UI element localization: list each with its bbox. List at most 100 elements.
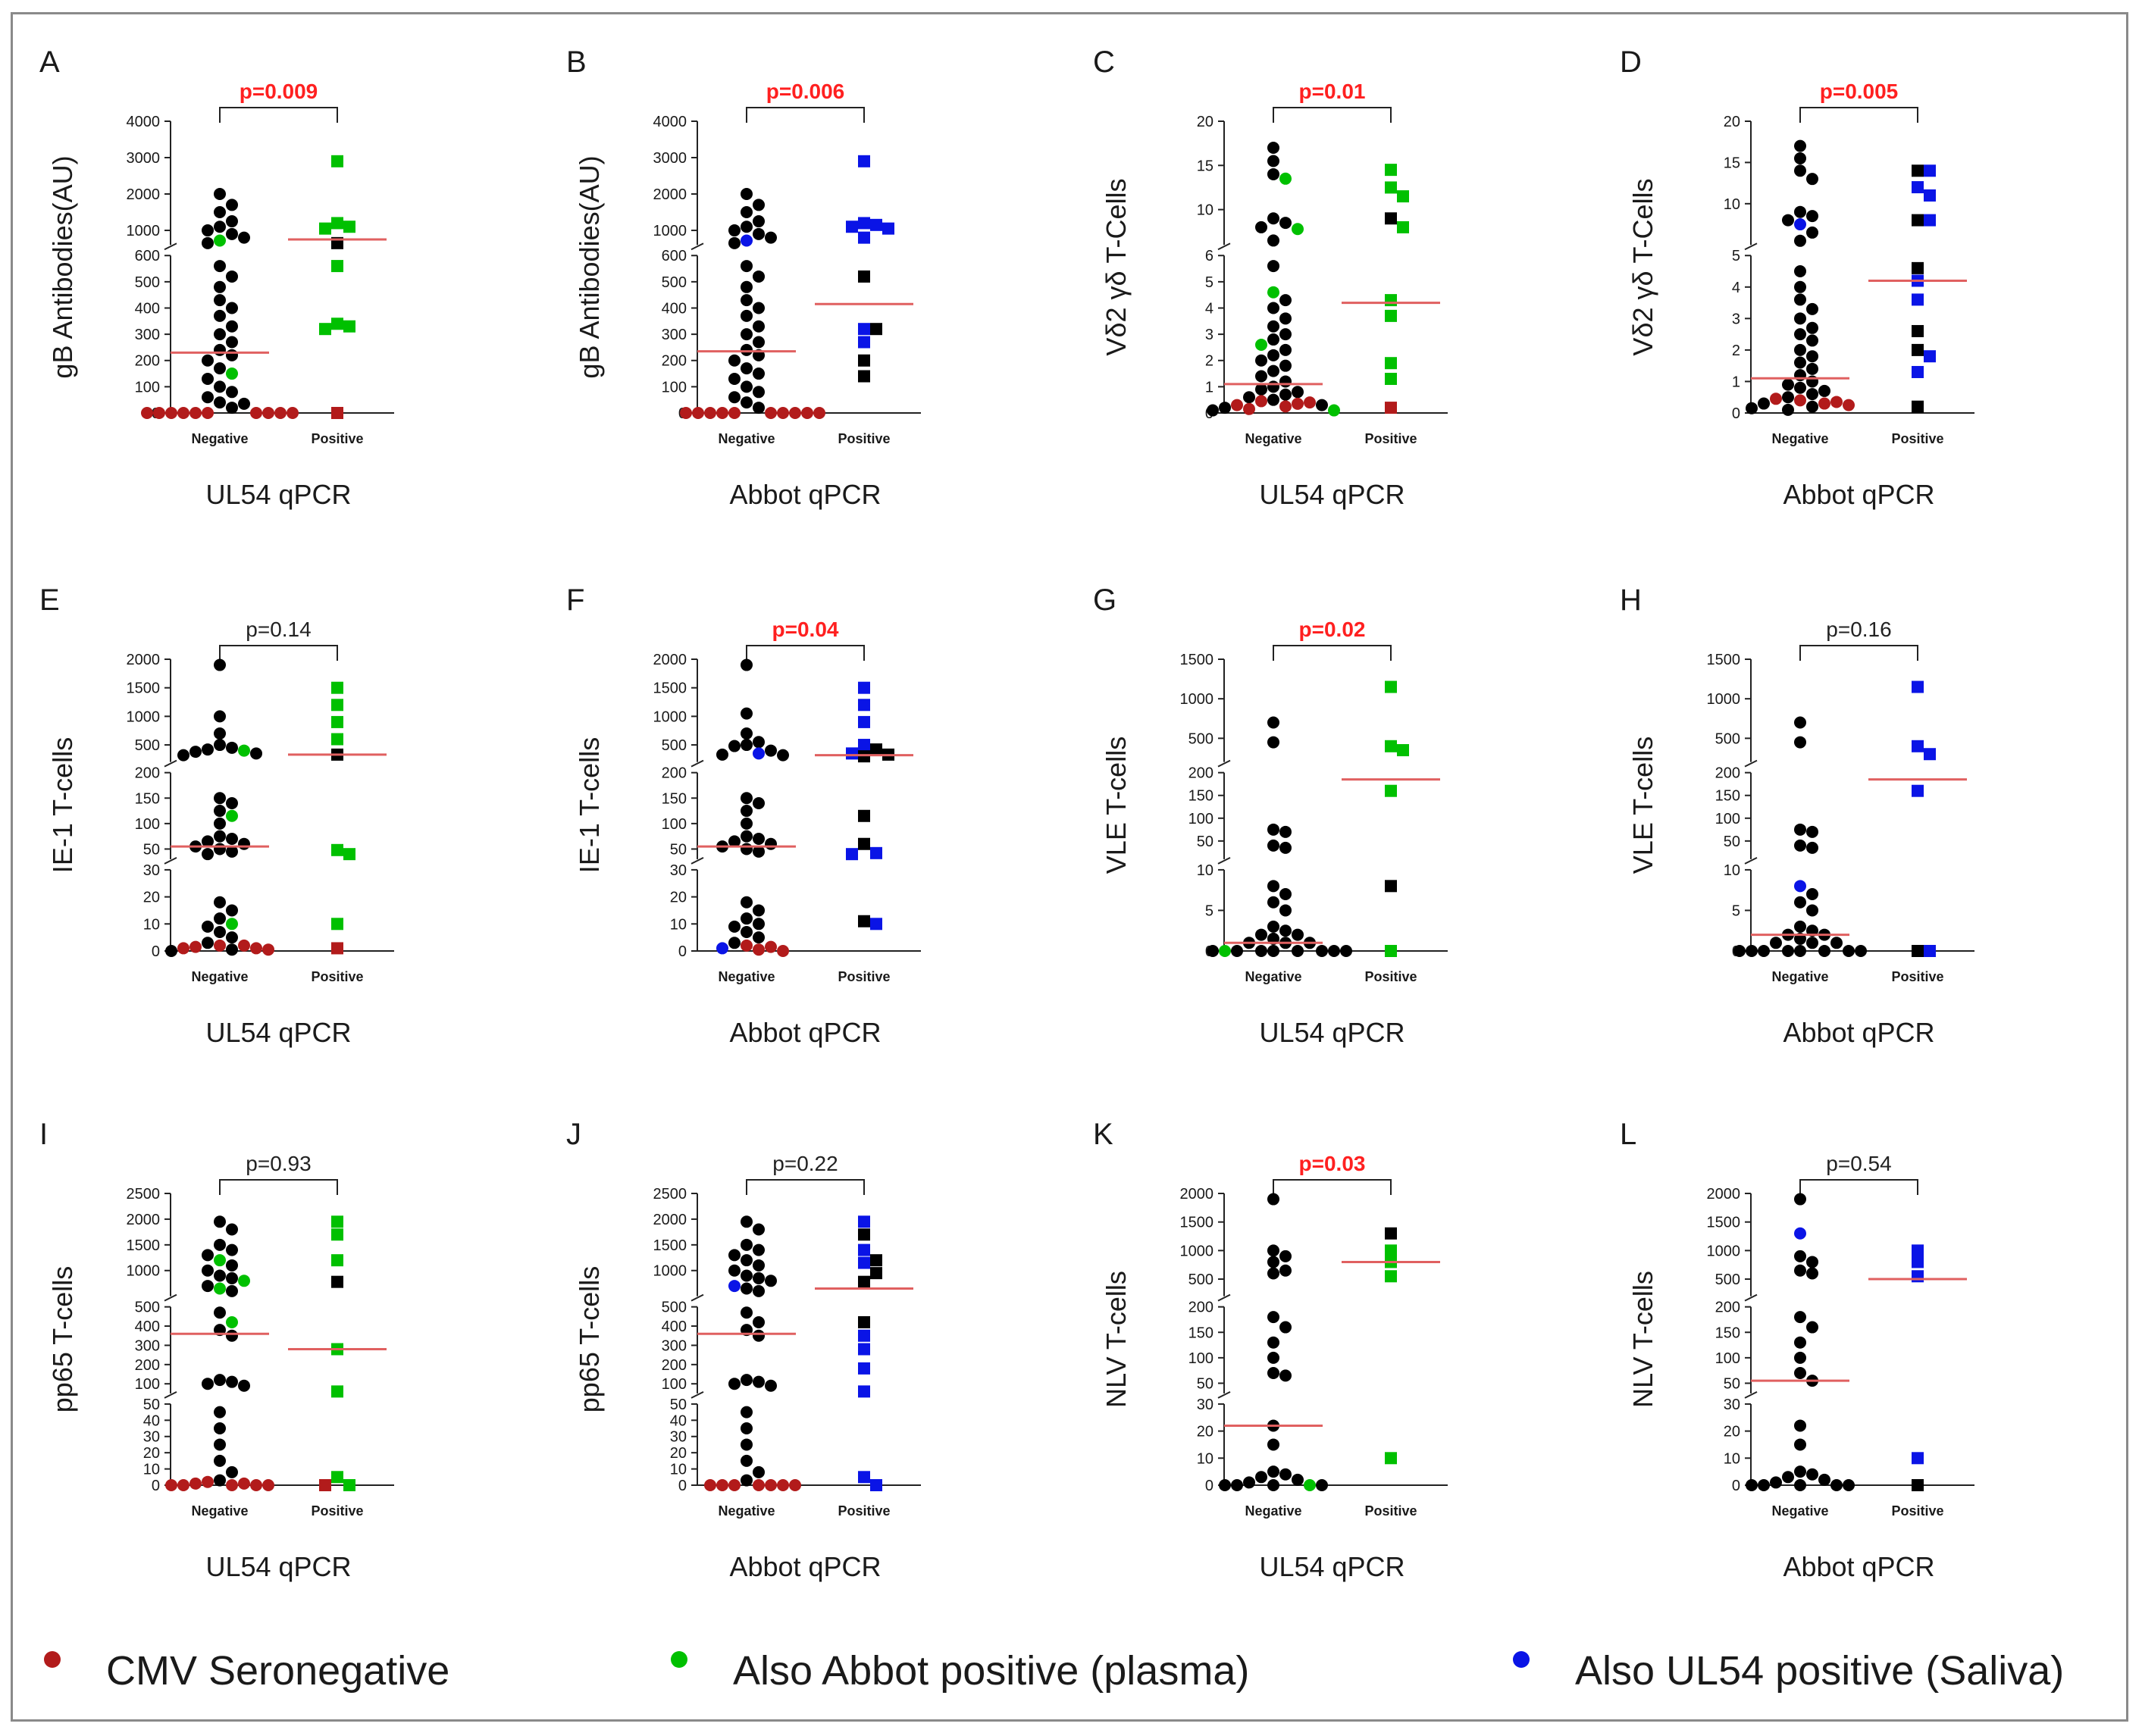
data-point [1397, 221, 1409, 233]
data-point [728, 1280, 741, 1293]
data-point [1255, 1471, 1267, 1484]
data-point [680, 407, 692, 419]
y-axis-label: VLE T-cells [1101, 737, 1132, 874]
data-point [858, 699, 870, 712]
x-axis-label: Abbot qPCR [729, 1551, 881, 1582]
data-point [846, 221, 858, 233]
data-point [214, 1282, 226, 1295]
data-point [777, 749, 789, 762]
data-point [1292, 1473, 1304, 1486]
data-point [741, 830, 753, 843]
data-point [1255, 928, 1267, 941]
data-point [1279, 888, 1292, 901]
data-point [728, 835, 741, 848]
data-point [728, 740, 741, 752]
data-point [858, 750, 870, 763]
data-point [1912, 365, 1924, 378]
data-point [1385, 294, 1397, 307]
data-point [753, 931, 765, 944]
axis-break-mark [691, 857, 704, 865]
data-point [1806, 1321, 1818, 1334]
data-point [846, 747, 858, 760]
y-tick-label: 1000 [653, 1263, 687, 1280]
data-point [741, 1474, 753, 1487]
data-point [331, 1471, 343, 1484]
y-axis-label: gB Antibodies(AU) [574, 155, 605, 378]
y-tick-label: 50 [1724, 834, 1740, 850]
data-point [1818, 1473, 1830, 1486]
data-point [1746, 402, 1758, 414]
y-tick-label: 50 [143, 1397, 160, 1413]
data-point [858, 1215, 870, 1228]
data-point [1794, 312, 1806, 325]
x-axis-label: UL54 qPCR [1259, 479, 1405, 510]
x-category-label: Negative [191, 431, 248, 446]
data-point [858, 217, 870, 230]
data-point [1794, 218, 1806, 231]
data-point [331, 1228, 343, 1241]
data-point [1316, 399, 1328, 411]
y-tick-label: 500 [1188, 1272, 1213, 1288]
data-point [741, 1406, 753, 1419]
y-tick-label: 40 [670, 1412, 687, 1429]
data-point [214, 343, 226, 356]
data-point [1267, 286, 1279, 299]
y-tick-label: 20 [670, 1445, 687, 1462]
data-point [1794, 343, 1806, 356]
panel-F: F IE-1 T-cells 0 10 20 30 50 100 150 200 500 1000 15… [566, 583, 921, 1048]
data-point [1397, 190, 1409, 203]
axis-break-mark [1744, 857, 1758, 865]
y-tick-label: 3000 [653, 150, 687, 167]
data-point [1912, 1256, 1924, 1268]
x-category-label: Positive [838, 969, 890, 984]
x-axis-label: UL54 qPCR [205, 1017, 351, 1048]
data-point [1782, 1471, 1794, 1484]
y-tick-label: 0 [1732, 405, 1740, 422]
data-point [716, 1479, 728, 1491]
data-point [1328, 945, 1340, 957]
data-point [1267, 736, 1279, 749]
data-point [331, 918, 343, 931]
data-point [238, 1477, 250, 1490]
data-point [1279, 312, 1292, 325]
data-point [319, 1479, 331, 1491]
data-point [870, 323, 882, 336]
y-tick-label: 200 [1715, 765, 1740, 782]
data-point [1279, 294, 1292, 307]
data-point [153, 407, 165, 419]
data-point [858, 1385, 870, 1398]
data-point [1267, 212, 1279, 225]
p-value: p=0.02 [1299, 618, 1366, 641]
data-point [741, 1306, 753, 1319]
data-point [777, 1479, 789, 1491]
data-point [238, 744, 250, 757]
data-point [331, 942, 343, 955]
y-tick-label: 6 [1205, 248, 1213, 264]
data-point [704, 1479, 716, 1491]
data-point [202, 1378, 214, 1390]
data-point [331, 1215, 343, 1228]
y-tick-label: 30 [1197, 1397, 1213, 1413]
y-tick-label: 5 [1205, 902, 1213, 919]
y-tick-label: 0 [1732, 1478, 1740, 1494]
data-point [214, 1474, 226, 1487]
data-point [1830, 937, 1843, 949]
y-tick-label: 10 [670, 916, 687, 933]
data-point [1340, 945, 1352, 957]
x-axis-label: UL54 qPCR [1259, 1551, 1405, 1582]
data-point [250, 747, 262, 760]
data-point [1279, 359, 1292, 372]
data-point [1806, 1468, 1818, 1481]
data-point [226, 270, 238, 283]
panel-D: D Vδ2 γδ T-Cells 0 1 2 3 4 5 10 15 20 Negative Posit… [1620, 45, 1974, 510]
data-point [1912, 680, 1924, 693]
panel-letter: B [566, 45, 587, 79]
data-point [765, 1379, 777, 1392]
data-point [141, 407, 153, 419]
y-tick-label: 10 [670, 1462, 687, 1478]
x-category-label: Negative [1245, 1503, 1301, 1519]
data-point [858, 715, 870, 728]
y-tick-label: 50 [670, 1397, 687, 1413]
legend-label-ul54: Also UL54 positive (Saliva) [1575, 1648, 2065, 1694]
data-point [1279, 825, 1292, 838]
